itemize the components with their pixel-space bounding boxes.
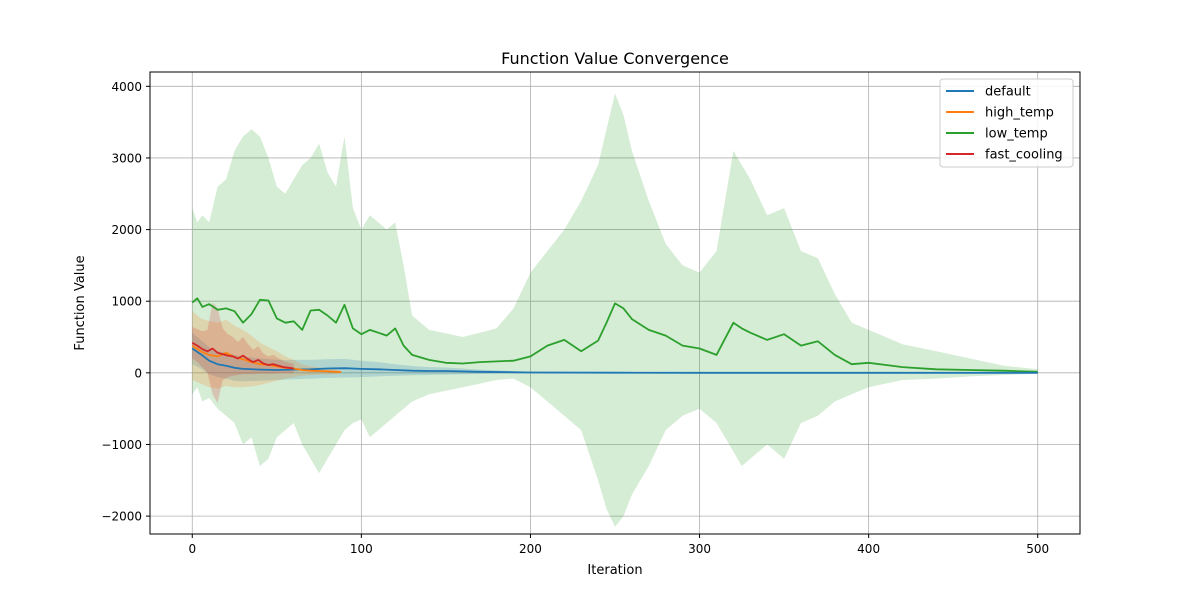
y-tick-label: −1000	[101, 438, 142, 452]
y-tick-label: 2000	[111, 223, 142, 237]
legend-label-high-temp: high_temp	[985, 106, 1054, 121]
band-low-temp	[192, 93, 1038, 527]
x-tick-label: 200	[519, 542, 542, 556]
x-axis-label: Iteration	[587, 563, 642, 578]
x-tick-label: 0	[188, 542, 196, 556]
x-axis-ticks: 0 100 200 300 400 500	[188, 534, 1049, 556]
legend: default high_temp low_temp fast_cooling	[939, 78, 1074, 168]
x-tick-label: 300	[688, 542, 711, 556]
y-tick-label: −2000	[101, 510, 142, 524]
y-tick-label: 1000	[111, 295, 142, 309]
series-lines	[191, 297, 1038, 374]
y-axis-label: Function Value	[73, 255, 88, 350]
line-low-temp	[191, 297, 1038, 373]
y-tick-label: 3000	[111, 151, 142, 165]
band-default	[192, 332, 1038, 382]
x-tick-label: 500	[1026, 542, 1049, 556]
x-tick-label: 100	[350, 542, 373, 556]
y-tick-label: 0	[134, 366, 142, 380]
plot-frame	[149, 71, 1081, 535]
x-tick-label: 400	[857, 542, 880, 556]
line-fast-cooling	[191, 342, 294, 370]
line-default	[191, 347, 1038, 374]
y-tick-label: 4000	[111, 80, 142, 94]
legend-label-fast-cooling: fast_cooling	[985, 148, 1063, 163]
legend-label-default: default	[985, 85, 1031, 100]
chart-title: Function Value Convergence	[501, 49, 729, 68]
legend-label-low-temp: low_temp	[985, 127, 1048, 142]
band-fast-cooling	[192, 302, 294, 403]
y-axis-ticks: −2000 −1000 0 1000 2000 3000 4000	[101, 80, 150, 524]
legend-box	[939, 78, 1074, 168]
